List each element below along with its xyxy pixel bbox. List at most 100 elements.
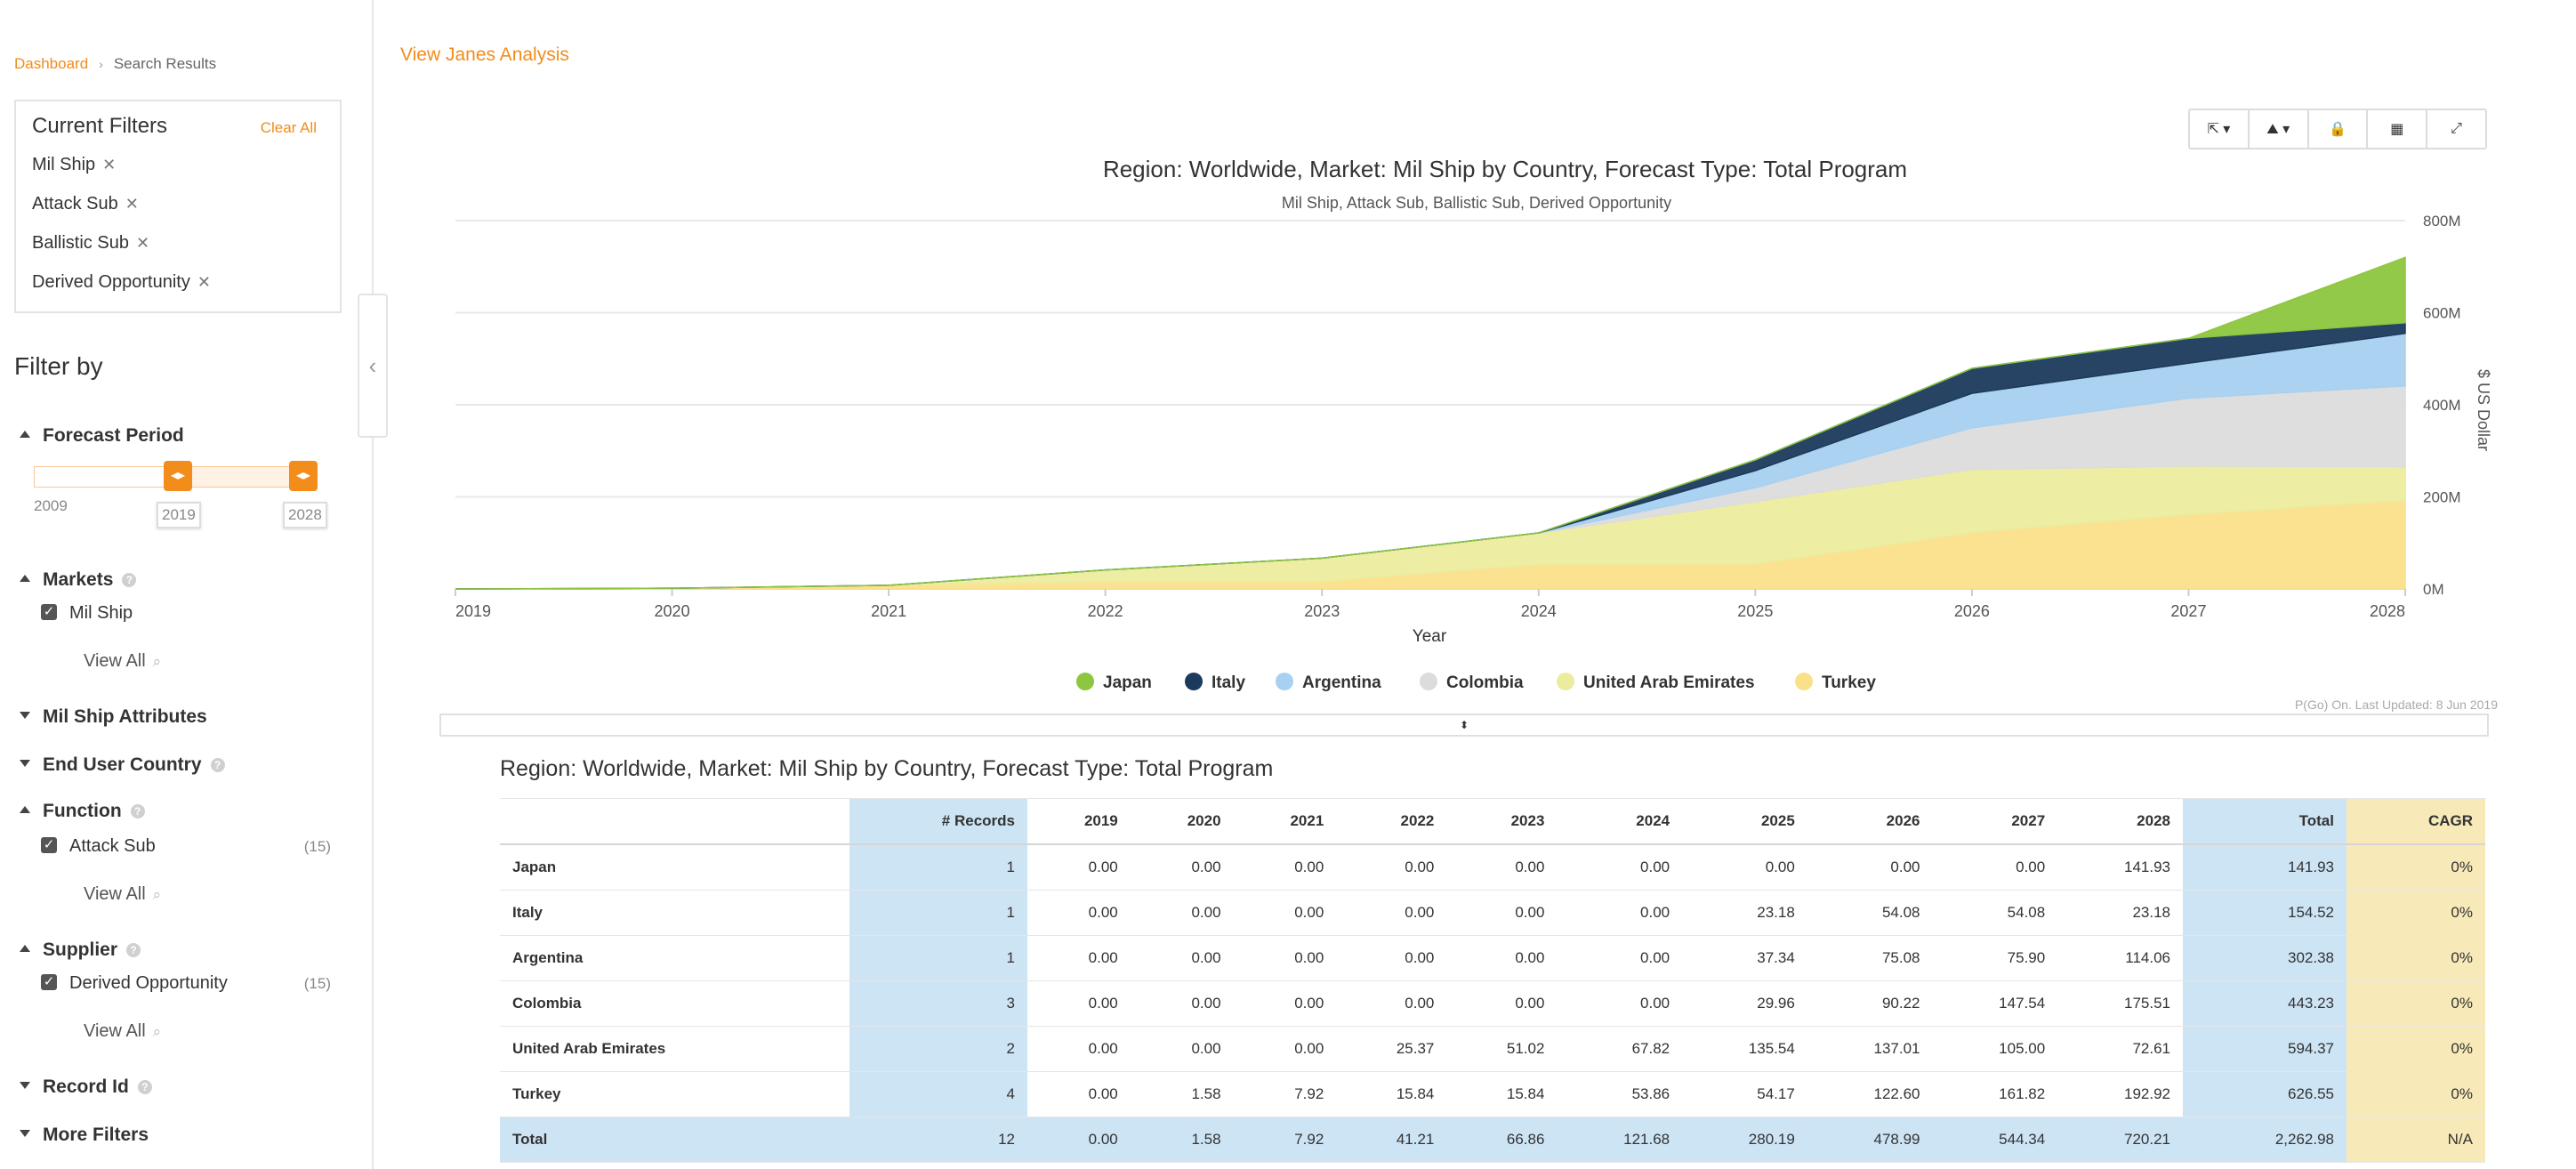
resize-handle-icon: ⬍	[1459, 719, 1469, 731]
section-function[interactable]: Function?	[20, 801, 145, 822]
section-record-id[interactable]: Record Id?	[20, 1076, 152, 1098]
legend-label-japan[interactable]: Japan	[1103, 673, 1152, 692]
y-tick-label: 600M	[2423, 305, 2461, 322]
header-cagr[interactable]: CAGR	[2347, 798, 2485, 845]
legend-marker-united-arab-emirates[interactable]	[1557, 673, 1574, 690]
help-icon[interactable]: ?	[122, 573, 137, 588]
table-cell: 175.51	[2057, 980, 2183, 1027]
checkbox-derived-opportunity[interactable]: ✓ Derived Opportunity	[41, 973, 228, 994]
breadcrumb-dashboard-link[interactable]: Dashboard	[14, 55, 89, 72]
view-janes-analysis-link[interactable]: View Janes Analysis	[400, 44, 569, 65]
export-menu-button[interactable]: ⇱ ▾	[2190, 110, 2250, 148]
caret-up-icon	[20, 575, 30, 583]
current-filters-title: Current Filters	[32, 114, 168, 138]
table-cell: 0.00	[1027, 890, 1131, 936]
checkbox-mil-ship[interactable]: ✓ Mil Ship	[41, 603, 133, 624]
table-row[interactable]: United Arab Emirates 2 0.00 0.00 0.00 25.37 51…	[500, 1026, 2485, 1072]
table-cell: 25.37	[1336, 1026, 1447, 1072]
legend-marker-turkey[interactable]	[1795, 673, 1813, 690]
table-row[interactable]: Turkey 4 0.00 1.58 7.92 15.84 15.84 53.86 54.17 1…	[500, 1071, 2485, 1117]
checkbox-checked-icon[interactable]: ✓	[41, 603, 57, 620]
table-cell: 0.00	[1932, 844, 2058, 891]
header-2020[interactable]: 2020	[1130, 798, 1234, 845]
header-2019[interactable]: 2019	[1027, 798, 1131, 845]
header-2021[interactable]: 2021	[1233, 798, 1337, 845]
table-total-row[interactable]: Total 12 0.00 1.58 7.92 41.21 66.86 121.68 280.1…	[500, 1117, 2485, 1163]
checkbox-checked-icon[interactable]: ✓	[41, 973, 57, 990]
header-records[interactable]: # Records	[849, 798, 1027, 845]
legend-marker-colombia[interactable]	[1420, 673, 1437, 690]
legend-label-united-arab-emirates[interactable]: United Arab Emirates	[1583, 673, 1755, 692]
markets-view-all-link[interactable]: View All ⌕	[84, 651, 162, 671]
section-forecast-period[interactable]: Forecast Period	[20, 425, 184, 447]
table-cell: 54.08	[1932, 890, 2058, 936]
section-mil-ship-attributes[interactable]: Mil Ship Attributes	[20, 706, 207, 728]
remove-chip-icon[interactable]: ✕	[125, 195, 139, 213]
slider-handle-to[interactable]: ◂▸	[289, 461, 318, 491]
supplier-view-all-link[interactable]: View All ⌕	[84, 1021, 162, 1041]
table-body: Japan 1 0.00 0.00 0.00 0.00 0.00 0.00 0.00 0.00 0.…	[500, 844, 2485, 1163]
remove-chip-icon[interactable]: ✕	[135, 234, 150, 252]
table-cell: 15.84	[1446, 1071, 1558, 1117]
table-cell: 0.00	[1233, 844, 1337, 891]
table-row[interactable]: Colombia 3 0.00 0.00 0.00 0.00 0.00 0.00 29.96 90…	[500, 980, 2485, 1027]
table-row[interactable]: Japan 1 0.00 0.00 0.00 0.00 0.00 0.00 0.00 0.00 0.…	[500, 844, 2485, 891]
header-2028[interactable]: 2028	[2057, 798, 2183, 845]
clear-all-link[interactable]: Clear All	[260, 119, 317, 136]
table-cell: 0%	[2347, 1026, 2485, 1072]
table-cell: 302.38	[2183, 935, 2347, 981]
legend-marker-japan[interactable]	[1076, 673, 1094, 690]
header-2024[interactable]: 2024	[1557, 798, 1683, 845]
fullscreen-button[interactable]: ⤢	[2427, 110, 2485, 148]
help-icon[interactable]: ?	[130, 804, 145, 819]
header-name[interactable]	[500, 798, 849, 845]
header-2022[interactable]: 2022	[1336, 798, 1447, 845]
last-updated-note: P(Go) On. Last Updated: 8 Jun 2019	[2294, 697, 2498, 712]
legend-label-colombia[interactable]: Colombia	[1446, 673, 1524, 692]
table-cell: 0.00	[1130, 980, 1234, 1027]
chevron-right-icon: ›	[99, 57, 103, 71]
remove-chip-icon[interactable]: ✕	[102, 156, 117, 173]
help-icon[interactable]: ?	[126, 943, 141, 958]
legend-marker-argentina[interactable]	[1276, 673, 1293, 690]
lock-button[interactable]: 🔒	[2309, 110, 2369, 148]
collapse-sidebar-button[interactable]: ‹	[358, 294, 388, 438]
derived-opportunity-count: (15)	[303, 975, 331, 992]
table-cell: 1	[849, 890, 1027, 936]
x-axis-label: Year	[1413, 627, 1447, 646]
row-label: Total	[500, 1117, 849, 1163]
remove-chip-icon[interactable]: ✕	[197, 273, 211, 291]
table-cell: 0%	[2347, 980, 2485, 1027]
legend-label-argentina[interactable]: Argentina	[1302, 673, 1381, 692]
checkbox-checked-icon[interactable]: ✓	[41, 836, 57, 853]
checkbox-attack-sub[interactable]: ✓ Attack Sub	[41, 836, 156, 857]
table-cell: 0.00	[1682, 844, 1807, 891]
legend-label-turkey[interactable]: Turkey	[1822, 673, 1876, 692]
section-supplier[interactable]: Supplier?	[20, 939, 141, 961]
legend-label-italy[interactable]: Italy	[1212, 673, 1245, 692]
header-2025[interactable]: 2025	[1682, 798, 1807, 845]
table-row[interactable]: Italy 1 0.00 0.00 0.00 0.00 0.00 0.00 23.18 54.08…	[500, 890, 2485, 936]
function-view-all-link[interactable]: View All ⌕	[84, 884, 162, 904]
section-end-user-country[interactable]: End User Country?	[20, 754, 225, 776]
chart-type-menu-button[interactable]: ⛰ ▾	[2250, 110, 2309, 148]
header-2027[interactable]: 2027	[1932, 798, 2058, 845]
search-icon: ⌕	[152, 1023, 162, 1040]
header-2026[interactable]: 2026	[1807, 798, 1933, 845]
table-cell: 0.00	[1130, 844, 1234, 891]
header-total[interactable]: Total	[2183, 798, 2347, 845]
help-icon[interactable]: ?	[137, 1080, 152, 1095]
header-2023[interactable]: 2023	[1446, 798, 1558, 845]
resize-splitter[interactable]: ⬍	[439, 713, 2489, 737]
slider-handle-from[interactable]: ◂▸	[164, 461, 192, 491]
table-cell: 37.34	[1682, 935, 1807, 981]
section-markets[interactable]: Markets?	[20, 569, 137, 591]
section-more-filters[interactable]: More Filters	[20, 1125, 149, 1146]
grid-view-button[interactable]: ▦	[2368, 110, 2428, 148]
area-series-japan[interactable]	[455, 256, 2406, 590]
table-row[interactable]: Argentina 1 0.00 0.00 0.00 0.00 0.00 0.00 37.34 7…	[500, 935, 2485, 981]
filter-by-heading: Filter by	[14, 352, 103, 380]
legend-marker-italy[interactable]	[1185, 673, 1203, 690]
table-cell: N/A	[2347, 1117, 2485, 1163]
help-icon[interactable]: ?	[210, 758, 225, 773]
